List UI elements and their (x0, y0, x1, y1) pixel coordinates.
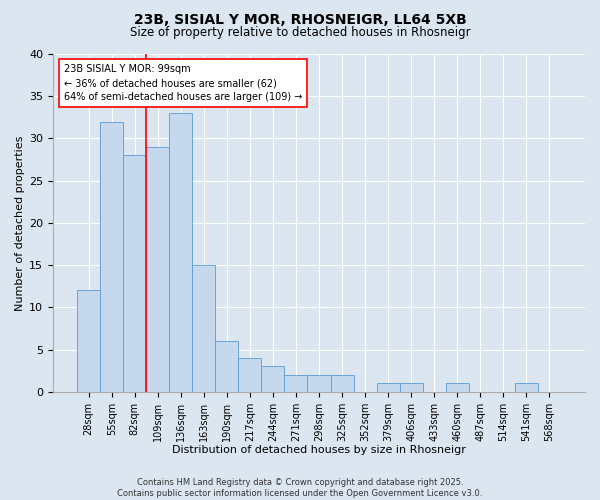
Bar (377, 384, 400, 392)
Text: Size of property relative to detached houses in Rhosneigr: Size of property relative to detached ho… (130, 26, 470, 39)
Bar (284, 375, 307, 392)
Text: Contains HM Land Registry data © Crown copyright and database right 2025.
Contai: Contains HM Land Registry data © Crown c… (118, 478, 482, 498)
Bar (238, 358, 262, 392)
Bar (331, 375, 353, 392)
Y-axis label: Number of detached properties: Number of detached properties (15, 135, 25, 310)
Text: 23B SISIAL Y MOR: 99sqm
← 36% of detached houses are smaller (62)
64% of semi-de: 23B SISIAL Y MOR: 99sqm ← 36% of detache… (64, 64, 302, 102)
Bar (307, 375, 331, 392)
Bar (515, 384, 538, 392)
Bar (215, 341, 238, 392)
Bar (77, 290, 100, 392)
X-axis label: Distribution of detached houses by size in Rhosneigr: Distribution of detached houses by size … (172, 445, 466, 455)
Bar (400, 384, 422, 392)
Bar (100, 122, 123, 392)
Bar (193, 265, 215, 392)
Text: 23B, SISIAL Y MOR, RHOSNEIGR, LL64 5XB: 23B, SISIAL Y MOR, RHOSNEIGR, LL64 5XB (134, 12, 466, 26)
Bar (146, 147, 169, 392)
Bar (446, 384, 469, 392)
Bar (123, 156, 146, 392)
Bar (169, 113, 193, 392)
Bar (262, 366, 284, 392)
